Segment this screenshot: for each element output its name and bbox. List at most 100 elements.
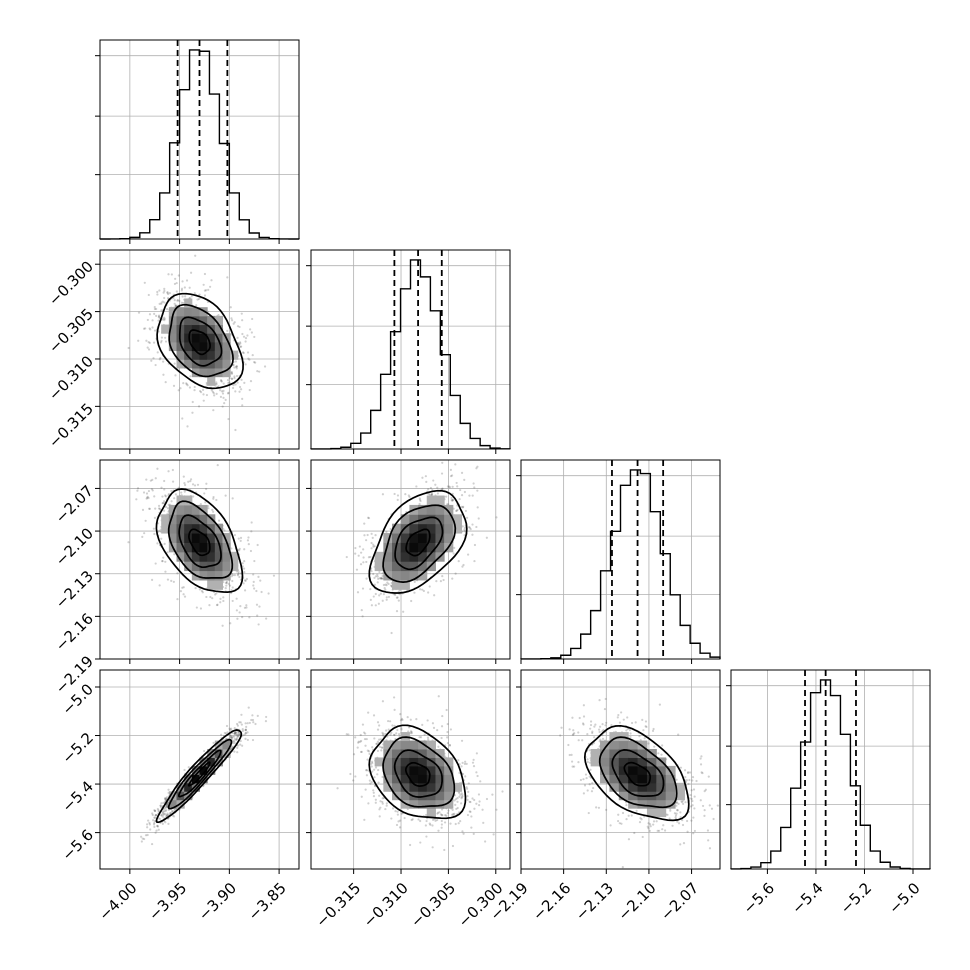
sample-point — [434, 819, 437, 822]
sample-point — [136, 487, 140, 490]
sample-point — [365, 737, 368, 741]
sample-point — [160, 309, 163, 312]
sample-point — [448, 743, 451, 747]
sample-point — [153, 312, 156, 315]
sample-point — [251, 317, 254, 321]
density-cell — [418, 748, 428, 758]
sample-point — [398, 733, 401, 736]
sample-point — [366, 758, 369, 761]
sample-point — [449, 822, 452, 825]
sample-point — [251, 718, 255, 722]
sample-point — [354, 546, 357, 550]
sample-point — [369, 598, 372, 601]
x-tick-label: −0.310 — [360, 879, 412, 931]
sample-point — [238, 341, 242, 344]
sample-point — [589, 768, 592, 771]
sample-point — [395, 823, 399, 827]
sample-point — [372, 572, 375, 576]
sample-point — [373, 737, 376, 740]
contour-level-2 — [394, 516, 444, 571]
sample-point — [145, 497, 148, 500]
sample-point — [355, 568, 359, 571]
density-cell — [161, 324, 170, 334]
sample-point — [657, 752, 660, 755]
sample-point — [225, 581, 228, 584]
sample-point — [419, 736, 423, 739]
sample-point — [174, 304, 178, 307]
sample-point — [411, 818, 414, 821]
sample-point — [432, 479, 435, 482]
scatter-panel-3-1 — [336, 695, 504, 852]
density-cell — [435, 495, 445, 506]
sample-point — [633, 831, 636, 835]
sample-point — [236, 381, 239, 384]
sample-point — [571, 733, 574, 736]
sample-point — [453, 546, 456, 549]
sample-point — [164, 806, 167, 809]
sample-point — [472, 482, 475, 485]
sample-point — [174, 305, 177, 308]
density-cell — [618, 748, 629, 758]
sample-point — [452, 812, 455, 816]
sample-point — [593, 736, 596, 739]
density-cell — [418, 533, 428, 543]
sample-point — [476, 489, 479, 492]
density-cell — [409, 570, 419, 581]
sample-point — [673, 812, 677, 815]
sample-point — [356, 591, 360, 594]
sample-point — [215, 592, 218, 595]
density-cell — [176, 350, 185, 360]
sample-point — [469, 800, 472, 804]
sample-point — [165, 813, 168, 816]
sample-point — [202, 393, 205, 396]
sample-point — [216, 463, 219, 467]
sample-point — [165, 308, 169, 311]
sample-point — [462, 832, 465, 835]
sample-point — [454, 798, 458, 801]
sample-point — [478, 800, 481, 803]
sample-point — [233, 533, 237, 537]
sample-point — [382, 593, 385, 596]
sample-point — [162, 813, 165, 816]
sample-point — [217, 519, 221, 522]
density-cell — [161, 514, 170, 525]
sample-point — [164, 381, 167, 384]
sample-point — [250, 331, 253, 334]
sample-point — [161, 815, 164, 818]
sample-point — [359, 740, 362, 743]
density-cell — [184, 495, 193, 506]
sample-point — [365, 774, 369, 777]
sample-point — [202, 749, 206, 753]
density-cell — [230, 350, 239, 360]
sample-point — [158, 507, 161, 510]
sample-point — [154, 477, 157, 480]
contour-level-1 — [187, 761, 211, 787]
sample-point — [234, 428, 237, 432]
sample-point — [235, 733, 239, 736]
sample-point — [648, 829, 651, 832]
sample-point — [381, 734, 385, 737]
sample-point — [153, 307, 156, 311]
panel-frame — [730, 669, 931, 870]
sample-point — [378, 794, 381, 797]
density-cell — [609, 782, 620, 792]
sample-point — [661, 744, 664, 747]
density-cell — [400, 570, 410, 581]
sample-point — [204, 501, 207, 504]
sample-point — [167, 292, 170, 296]
sample-point — [674, 816, 677, 819]
sample-point — [194, 254, 197, 257]
sample-point — [170, 489, 173, 493]
density-cell — [600, 765, 610, 775]
sample-point — [166, 801, 170, 805]
sample-point — [436, 812, 439, 815]
sample-point — [164, 821, 167, 824]
sample-point — [146, 495, 149, 498]
sample-point — [462, 563, 465, 567]
density-cell — [207, 579, 216, 590]
sample-point — [267, 592, 270, 595]
sample-point — [237, 570, 240, 573]
sample-point — [704, 788, 707, 791]
density-cell — [214, 333, 223, 343]
sample-point — [491, 793, 494, 796]
